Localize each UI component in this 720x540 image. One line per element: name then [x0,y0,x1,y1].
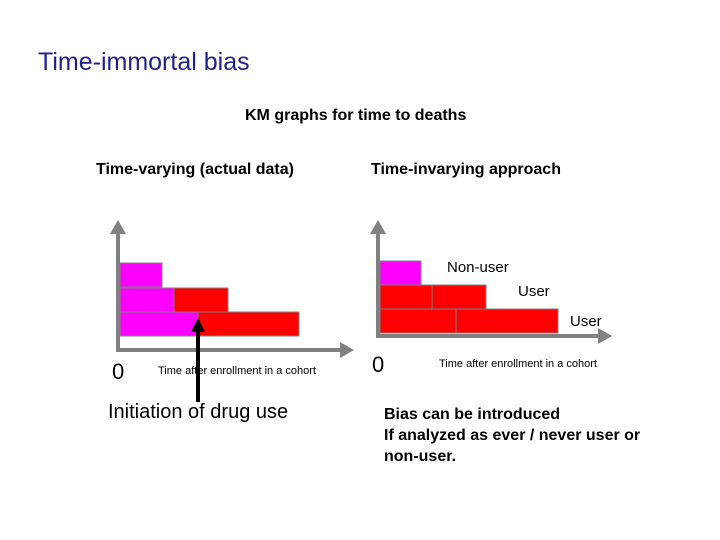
initiation-pointer-arrowhead [191,318,205,332]
right-bar-user-row3-a [379,308,457,334]
right-panel-axes [370,220,612,344]
left-y-axis-arrowhead [110,220,126,234]
right-legend-user-row2: User [518,283,550,300]
right-legend-nonuser: Non-user [447,259,509,276]
initiation-annotation: Initiation of drug use [108,401,289,423]
initiation-pointer [191,318,205,402]
right-bar-user-row2-a [379,284,433,310]
left-bar-user-row2 [173,287,229,313]
left-x-axis-arrowhead [340,342,354,358]
left-bar-nonuser-row3 [119,311,199,337]
right-panel-bars [379,260,559,334]
slide-subtitle: KM graphs for time to deaths [245,107,467,124]
right-y-axis-arrowhead [370,220,386,234]
bias-note: Bias can be introduced If analyzed as ev… [384,404,704,467]
right-legend-user-row3: User [570,313,602,330]
right-bar-nonuser-row1 [379,260,422,286]
right-origin-label: 0 [372,352,385,377]
right-x-axis-label: Time after enrollment in a cohort [439,358,597,370]
bias-note-line1: Bias can be introduced [384,406,561,423]
right-bar-user-row2-b [431,284,487,310]
left-panel-axes [110,220,354,358]
left-panel-bars [119,262,300,337]
right-bar-user-row3-b [455,308,559,334]
left-x-axis-label: Time after enrollment in a cohort [158,365,316,377]
left-panel-title: Time-varying (actual data) [96,161,294,178]
bias-note-line2: If analyzed as ever / never user or [384,427,641,444]
slide-title: Time-immortal bias [38,48,250,76]
right-panel-title: Time-invarying approach [371,161,561,178]
left-bar-user-row3 [197,311,300,337]
left-origin-label: 0 [112,359,125,384]
bias-note-line3: non-user. [384,448,457,465]
left-bar-nonuser-row2 [119,287,175,313]
left-bar-nonuser-row1 [119,262,163,288]
right-x-axis-arrowhead [598,328,612,344]
